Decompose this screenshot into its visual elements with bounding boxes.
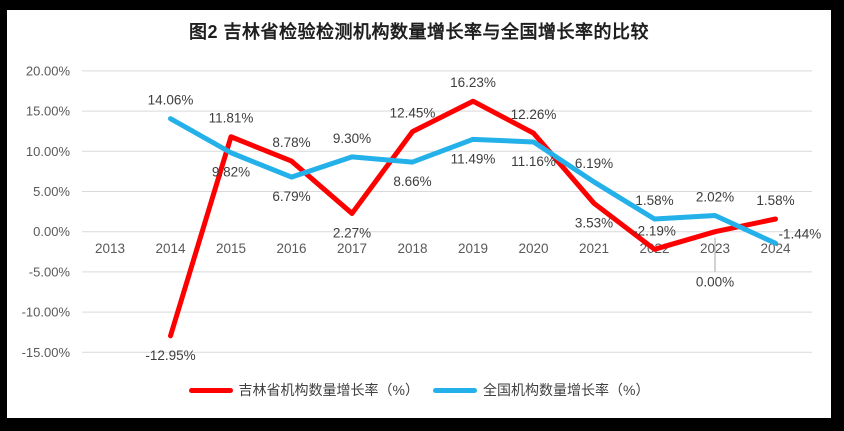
jilin-series-label: 吉林省机构数量增长率（%） — [238, 382, 419, 398]
x-tick-label: 2024 — [760, 241, 791, 256]
x-tick-label: 2017 — [337, 241, 367, 256]
x-tick-label: 2016 — [276, 241, 306, 256]
data-label: 8.66% — [393, 174, 431, 189]
data-label: 0.00% — [696, 275, 734, 290]
national-series-line — [168, 116, 778, 246]
data-label: 11.49% — [451, 151, 496, 166]
data-label: 16.23% — [450, 75, 496, 90]
data-label: 2.02% — [696, 189, 734, 204]
data-label: 1.58% — [756, 193, 794, 208]
y-tick-label: -15.00% — [22, 345, 71, 360]
legend-item-national: 全国机构数量增长率（%） — [433, 380, 649, 400]
y-tick-label: 20.00% — [26, 63, 71, 78]
chart-canvas: 图2 吉林省检验检测机构数量增长率与全国增长率的比较 20.00% 15.00% 1… — [7, 10, 831, 418]
y-tick-label: 10.00% — [26, 144, 71, 159]
data-label: 9.30% — [333, 131, 371, 146]
y-tick-label: 5.00% — [33, 184, 70, 199]
data-label: -1.44% — [779, 226, 822, 241]
y-tick-label: 15.00% — [26, 104, 71, 119]
x-tick-label: 2014 — [155, 241, 186, 256]
x-tick-label: 2018 — [397, 241, 427, 256]
data-label: 12.45% — [390, 106, 436, 121]
data-label: 12.26% — [511, 107, 557, 122]
data-label: 11.16% — [511, 154, 556, 169]
data-label: 6.79% — [272, 189, 310, 204]
data-label: 8.78% — [272, 135, 310, 150]
data-label: 9.82% — [212, 165, 250, 180]
x-tick-label: 2015 — [216, 241, 246, 256]
data-label: 1.58% — [635, 193, 673, 208]
jilin-series-swatch — [188, 387, 233, 393]
x-tick-label: 2019 — [458, 241, 488, 256]
chart-legend: 吉林省机构数量增长率（%） 全国机构数量增长率（%） — [7, 380, 831, 400]
jilin-series-line — [168, 98, 778, 339]
data-label: -2.19% — [633, 223, 676, 238]
national-series-label: 全国机构数量增长率（%） — [483, 382, 650, 398]
x-tick-label: 2013 — [95, 241, 125, 256]
data-label: 14.06% — [148, 93, 194, 108]
y-tick-label: -10.00% — [22, 305, 71, 320]
national-series-swatch — [433, 387, 477, 393]
data-label: 3.53% — [575, 215, 613, 230]
y-tick-label: -5.00% — [29, 264, 71, 279]
legend-item-jilin: 吉林省机构数量增长率（%） — [188, 380, 419, 400]
data-label: 2.27% — [333, 225, 371, 240]
y-tick-label: 0.00% — [33, 224, 70, 239]
chart-title: 图2 吉林省检验检测机构数量增长率与全国增长率的比较 — [188, 22, 649, 42]
data-label: 11.81% — [209, 111, 254, 126]
data-label: -12.95% — [145, 348, 195, 363]
data-label: 6.19% — [575, 156, 613, 171]
x-tick-label: 2021 — [579, 241, 609, 256]
x-tick-label: 2020 — [518, 241, 548, 256]
plot-area: 20.00% 15.00% 10.00% 5.00% 0.00% -5.00% -10.00… — [22, 63, 822, 363]
